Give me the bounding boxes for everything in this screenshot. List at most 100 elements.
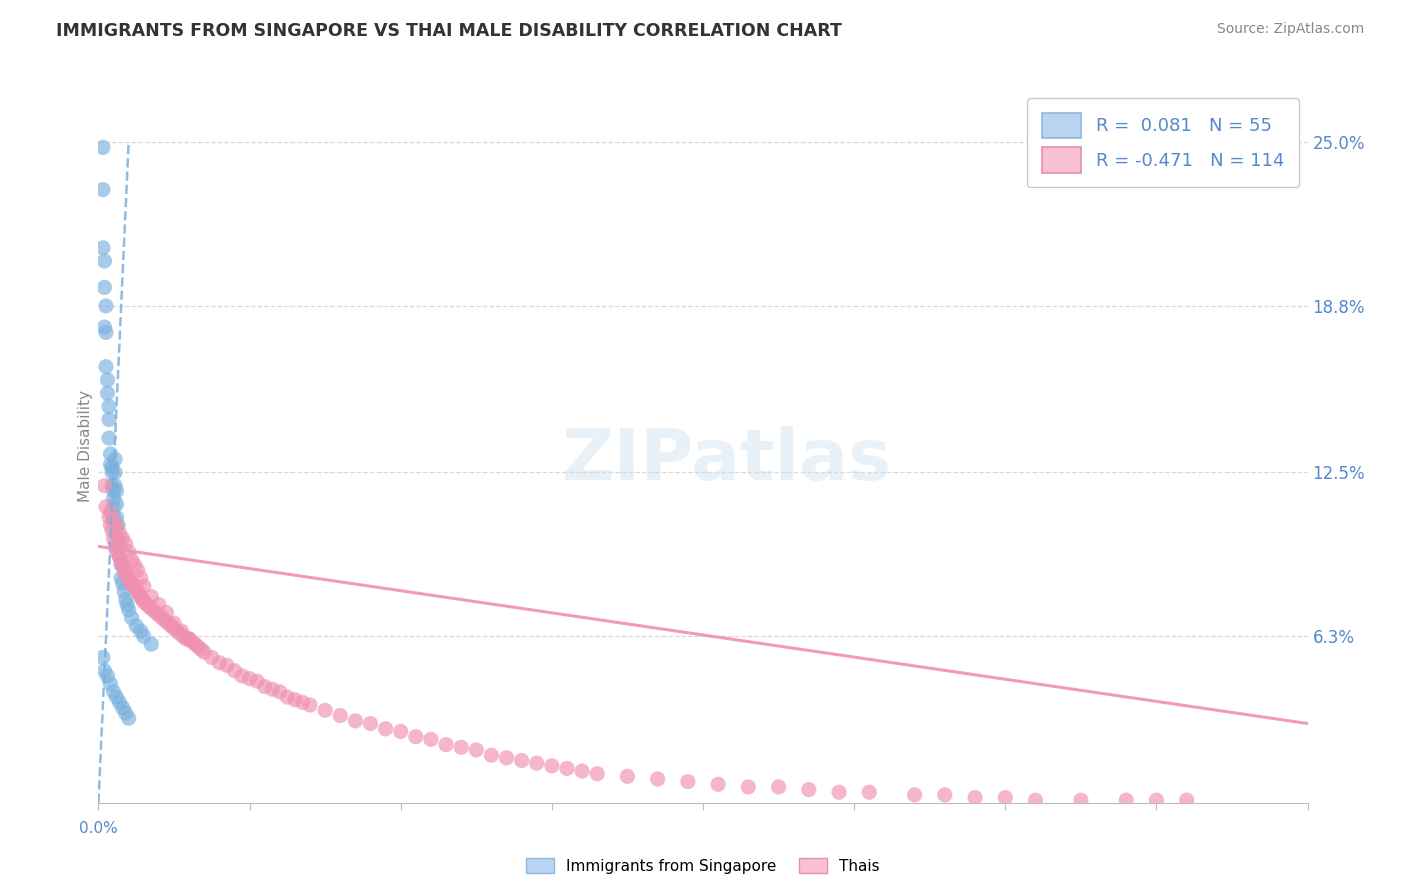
Point bbox=[118, 711, 141, 725]
Point bbox=[239, 672, 262, 686]
Point bbox=[141, 637, 163, 651]
Point bbox=[1024, 793, 1046, 807]
Point bbox=[994, 790, 1017, 805]
Point bbox=[299, 698, 322, 712]
Point bbox=[101, 524, 124, 538]
Point bbox=[108, 549, 131, 564]
Point bbox=[1175, 793, 1198, 807]
Point bbox=[586, 766, 609, 780]
Point bbox=[129, 590, 152, 604]
Point bbox=[118, 571, 141, 585]
Point bbox=[179, 632, 201, 646]
Point bbox=[121, 552, 143, 566]
Point bbox=[616, 769, 638, 783]
Point bbox=[465, 743, 488, 757]
Point bbox=[540, 759, 562, 773]
Point bbox=[93, 478, 115, 492]
Point bbox=[108, 540, 131, 554]
Point bbox=[98, 400, 121, 414]
Point bbox=[269, 685, 291, 699]
Point bbox=[904, 788, 927, 802]
Point bbox=[129, 624, 152, 638]
Point bbox=[555, 761, 578, 775]
Point bbox=[172, 629, 194, 643]
Point bbox=[142, 603, 165, 617]
Point bbox=[115, 598, 138, 612]
Point bbox=[1115, 793, 1137, 807]
Point bbox=[526, 756, 548, 771]
Point bbox=[100, 677, 122, 691]
Point bbox=[108, 526, 131, 541]
Point bbox=[103, 510, 125, 524]
Point bbox=[93, 664, 115, 678]
Text: ZIPatlas: ZIPatlas bbox=[562, 425, 893, 495]
Point bbox=[135, 598, 157, 612]
Point bbox=[110, 571, 132, 585]
Point bbox=[190, 642, 212, 657]
Point bbox=[103, 685, 125, 699]
Point bbox=[170, 624, 193, 638]
Point bbox=[215, 658, 238, 673]
Point bbox=[145, 606, 167, 620]
Point bbox=[100, 505, 122, 519]
Point bbox=[111, 700, 134, 714]
Point bbox=[118, 545, 141, 559]
Point bbox=[160, 618, 183, 632]
Point bbox=[124, 558, 146, 572]
Point bbox=[128, 587, 150, 601]
Point bbox=[101, 466, 124, 480]
Point bbox=[105, 518, 128, 533]
Point bbox=[131, 592, 153, 607]
Point bbox=[115, 568, 138, 582]
Point bbox=[105, 483, 128, 498]
Point bbox=[737, 780, 759, 794]
Point bbox=[103, 483, 125, 498]
Point bbox=[246, 674, 269, 689]
Point bbox=[105, 690, 128, 704]
Point bbox=[104, 466, 127, 480]
Point bbox=[148, 608, 170, 623]
Point bbox=[291, 695, 314, 709]
Point bbox=[100, 458, 122, 472]
Legend: Immigrants from Singapore, Thais: Immigrants from Singapore, Thais bbox=[520, 852, 886, 880]
Point bbox=[676, 774, 699, 789]
Point bbox=[389, 724, 412, 739]
Text: 0.0%: 0.0% bbox=[79, 821, 118, 836]
Point bbox=[181, 634, 204, 648]
Point bbox=[91, 140, 114, 154]
Point bbox=[262, 682, 284, 697]
Point bbox=[111, 532, 134, 546]
Point bbox=[481, 748, 503, 763]
Y-axis label: Male Disability: Male Disability bbox=[77, 390, 93, 502]
Point bbox=[360, 716, 382, 731]
Point bbox=[103, 532, 125, 546]
Point bbox=[105, 545, 128, 559]
Point bbox=[107, 532, 129, 546]
Point bbox=[108, 549, 131, 564]
Point bbox=[107, 545, 129, 559]
Point bbox=[276, 690, 298, 704]
Point bbox=[125, 618, 148, 632]
Point bbox=[163, 616, 186, 631]
Point bbox=[828, 785, 851, 799]
Legend: R =  0.081   N = 55, R = -0.471   N = 114: R = 0.081 N = 55, R = -0.471 N = 114 bbox=[1028, 98, 1299, 187]
Point bbox=[103, 513, 125, 527]
Point bbox=[112, 563, 135, 577]
Point bbox=[125, 582, 148, 596]
Point bbox=[179, 632, 201, 646]
Point bbox=[768, 780, 790, 794]
Point bbox=[132, 579, 155, 593]
Point bbox=[93, 254, 115, 268]
Point bbox=[329, 708, 352, 723]
Text: IMMIGRANTS FROM SINGAPORE VS THAI MALE DISABILITY CORRELATION CHART: IMMIGRANTS FROM SINGAPORE VS THAI MALE D… bbox=[56, 22, 842, 40]
Point bbox=[647, 772, 669, 786]
Point bbox=[111, 576, 134, 591]
Point bbox=[91, 650, 114, 665]
Point bbox=[96, 669, 118, 683]
Point bbox=[108, 695, 131, 709]
Point bbox=[148, 598, 170, 612]
Point bbox=[1070, 793, 1092, 807]
Point bbox=[105, 510, 128, 524]
Point bbox=[91, 241, 114, 255]
Point bbox=[122, 579, 145, 593]
